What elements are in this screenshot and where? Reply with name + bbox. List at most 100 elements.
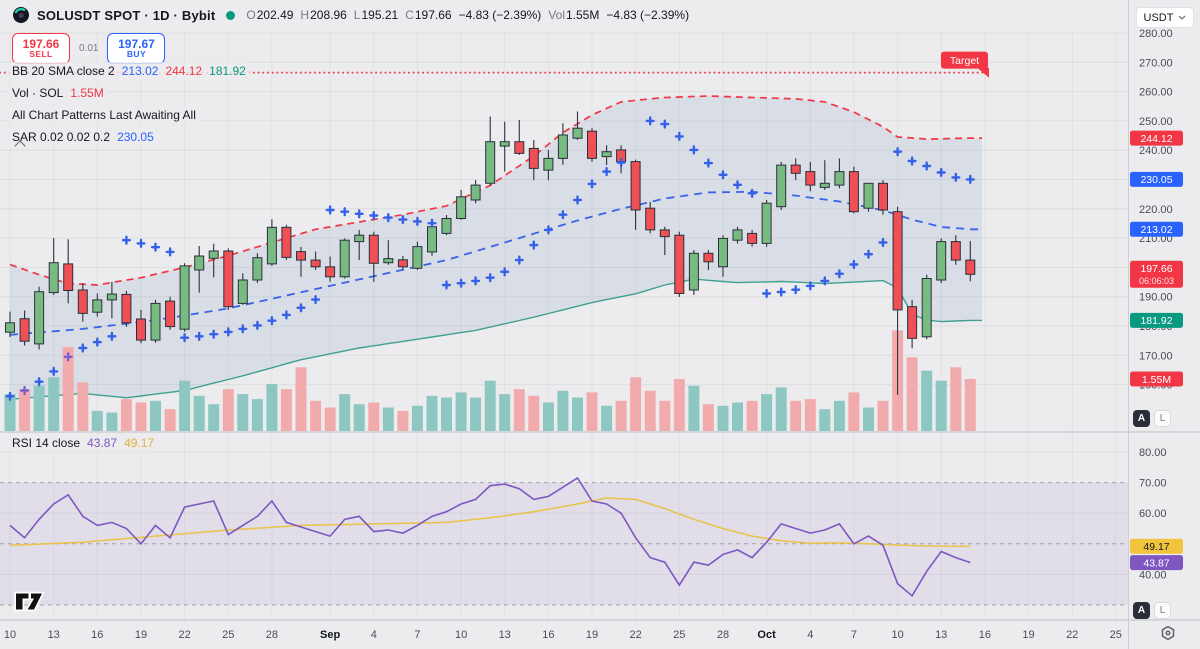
candle-body [427,226,437,253]
volume-bar [964,379,976,431]
candle-body [383,258,394,264]
candle-body [819,182,830,188]
sar-points [5,116,975,401]
legend-bollinger[interactable]: BB 20 SMA close 2 213.02 244.12 181.92 [8,62,250,80]
time-tick-label: 16 [542,629,554,641]
candle-body [878,182,888,211]
tradingview-logo[interactable] [13,590,45,618]
volume-bar [935,380,947,431]
header-bar: SOLUSDT SPOT · 1D · Bybit O202.49 H208.9… [0,0,1142,30]
sar-cross [645,116,655,126]
price-scale-mode-buttons: A L [1133,410,1171,427]
time-tick-label: 28 [717,629,729,641]
volume-bar [411,405,423,431]
candle-body [892,211,903,311]
candle-body [252,257,263,281]
bollinger-bands [9,95,982,400]
currency-selector[interactable]: USDT [1136,7,1194,28]
sell-price: 197.66 [22,36,60,51]
settings-gear-icon[interactable] [1159,624,1177,647]
rsi-name: RSI 14 close [12,436,81,450]
candle-body [499,141,510,147]
volume-bar [208,404,220,431]
volume-bar [164,409,176,431]
volume-bar [470,397,482,431]
volume-bar [237,394,249,431]
candle-body [266,226,277,265]
collapse-legend-chevron-icon[interactable] [14,139,26,152]
sar-cross [922,161,932,171]
buy-button[interactable]: 197.67 BUY [107,33,166,64]
volume-bar [746,400,758,431]
price-tick-label: 250.00 [1139,116,1173,128]
spread-value: 0.01 [79,43,99,54]
candle-body [165,300,176,328]
candle-body [485,141,496,184]
volume-bar [673,379,685,431]
volume-bar [702,404,714,431]
volume-bar [251,399,263,431]
sar-cross [776,287,786,297]
sar-cross [732,180,743,190]
sar-cross [165,247,175,257]
time-tick-label: 10 [4,629,16,641]
sar-cross [587,179,597,189]
bb-lower-value: 181.92 [209,64,246,78]
volume-bar [135,402,147,431]
legend-chart-patterns[interactable]: All Chart Patterns Last Awaiting All [8,106,200,124]
rsi-auto-scale-button[interactable]: A [1133,602,1150,619]
sar-cross [107,331,117,341]
rsi-ma-value: 49.17 [124,436,155,450]
rsi-log-scale-button[interactable]: L [1154,602,1171,619]
legend-rsi[interactable]: RSI 14 close 43.87 49.17 [8,434,159,456]
volume-change-value: −4.83 (−2.39%) [606,8,690,22]
sar-cross [311,295,321,305]
sar-cross [863,249,874,259]
sell-label: SELL [29,49,53,60]
sar-cross [907,156,917,166]
sar-cross [296,303,306,313]
axis-badge-value: 213.02 [1140,224,1172,236]
time-tick-label: 19 [586,629,598,641]
axis-badge-countdown: 06:06:03 [1139,276,1174,286]
time-tick-label: 16 [91,629,103,641]
volume-bar [455,392,467,431]
price-tick-label: 240.00 [1139,145,1173,157]
time-tick-label: 10 [455,629,467,641]
sar-cross [325,205,335,215]
candle-body [659,229,670,238]
legend-volume[interactable]: Vol · SOL 1.55M [8,84,108,102]
sar-cross [951,172,961,182]
change-value: −4.83 (−2.39%) [458,8,542,22]
sar-cross [92,337,102,347]
candle-body [354,234,365,243]
candle-body [136,318,146,341]
candle-body [194,255,205,271]
volume-bar [499,394,511,431]
candle-body [456,196,467,220]
volume-bar [77,382,89,431]
price-tick-label: 260.00 [1139,87,1173,99]
time-tick-label: Oct [757,629,776,641]
sar-cross [121,235,131,245]
volume-bar [848,392,860,431]
volume-bar [4,394,16,431]
bb-basis-value: 213.02 [121,64,159,78]
time-tick-label: 25 [222,629,234,641]
auto-scale-button[interactable]: A [1133,410,1150,427]
volume-bar [717,405,729,431]
time-tick-label: Sep [320,629,340,641]
candle-body [92,299,103,313]
time-tick-label: 10 [891,629,903,641]
sell-button[interactable]: 197.66 SELL [12,33,70,64]
axis-badge [1130,260,1183,288]
bb-name: BB 20 SMA close 2 [12,64,115,78]
symbol-title[interactable]: SOLUSDT SPOT · 1D · Bybit [37,7,216,23]
sar-cross [150,242,161,252]
sar-cross [238,324,248,334]
legend-sar[interactable]: SAR 0.02 0.02 0.2 230.05 [8,128,158,146]
sar-cross [965,174,975,184]
log-scale-button[interactable]: L [1154,410,1171,427]
